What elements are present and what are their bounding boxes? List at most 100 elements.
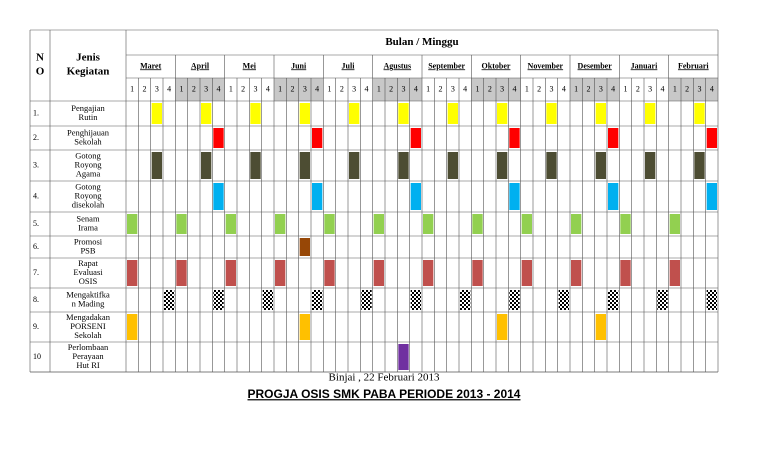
week-label: 2	[143, 84, 147, 93]
week-label: 4	[562, 84, 566, 93]
schedule-cell	[595, 314, 606, 340]
month-label: September	[428, 61, 465, 70]
activity-name: Sekolah	[74, 330, 102, 340]
schedule-cell	[127, 214, 138, 234]
schedule-cell	[669, 214, 680, 234]
schedule-cell	[410, 290, 421, 310]
schedule-cell	[706, 128, 717, 148]
week-label: 4	[661, 84, 665, 93]
schedule-cell	[571, 260, 582, 286]
schedule-cell	[398, 103, 409, 124]
week-label: 3	[204, 84, 208, 93]
schedule-cell	[497, 103, 508, 124]
week-label: 1	[377, 84, 381, 93]
schedule-cell	[497, 314, 508, 340]
week-label: 2	[439, 84, 443, 93]
schedule-cell	[127, 314, 138, 340]
schedule-cell	[275, 260, 286, 286]
no-header: N	[36, 52, 44, 64]
week-label: 2	[241, 84, 245, 93]
schedule-cell	[213, 183, 224, 210]
schedule-cell	[373, 260, 384, 286]
week-label: 4	[710, 84, 714, 93]
schedule-cell	[312, 128, 323, 148]
month-label: April	[191, 61, 210, 70]
schedule-cell	[509, 128, 520, 148]
row-number: 2.	[33, 133, 39, 142]
activity-name: Royong	[75, 190, 103, 200]
activity-name: Agama	[76, 168, 101, 178]
week-label: 2	[291, 84, 295, 93]
week-label: 3	[254, 84, 258, 93]
schedule-cell	[558, 290, 569, 310]
week-label: 1	[673, 84, 677, 93]
activity-name: Irama	[78, 222, 98, 232]
schedule-cell	[262, 290, 273, 310]
activity-name: Hut RI	[76, 360, 100, 370]
activity-name: Sekolah	[74, 136, 102, 146]
schedule-cell	[349, 103, 360, 124]
schedule-cell	[694, 152, 705, 179]
week-label: 3	[698, 84, 702, 93]
schedule-cell	[275, 214, 286, 234]
week-label: 4	[315, 84, 319, 93]
schedule-cell	[349, 152, 360, 179]
schedule-cell	[706, 290, 717, 310]
schedule-cell	[213, 128, 224, 148]
week-label: 2	[636, 84, 640, 93]
activity-name: Gotong	[75, 150, 101, 160]
schedule-cell	[201, 103, 212, 124]
month-label: Desember	[578, 61, 613, 70]
row-number: 8.	[33, 295, 39, 304]
week-label: 1	[426, 84, 430, 93]
schedule-cell	[595, 103, 606, 124]
schedule-cell	[571, 214, 582, 234]
schedule-cell	[546, 152, 557, 179]
schedule-cell	[225, 214, 236, 234]
schedule-cell	[608, 128, 619, 148]
schedule-cell	[250, 103, 261, 124]
schedule-cell	[645, 103, 656, 124]
week-label: 1	[624, 84, 628, 93]
week-label: 4	[266, 84, 270, 93]
schedule-cell	[657, 290, 668, 310]
month-label: Juni	[291, 61, 307, 70]
week-label: 4	[463, 84, 467, 93]
activity-name: PSB	[80, 245, 95, 255]
schedule-cell	[497, 152, 508, 179]
schedule-cell	[250, 152, 261, 179]
schedule-cell	[176, 214, 187, 234]
month-label: Februari	[678, 61, 709, 70]
schedule-cell	[669, 260, 680, 286]
week-label: 4	[167, 84, 171, 93]
schedule-cell	[151, 152, 162, 179]
schedule-cell	[410, 128, 421, 148]
activity-name: Perayaan	[72, 351, 104, 361]
schedule-cell	[460, 290, 471, 310]
schedule-cell	[299, 103, 310, 124]
week-label: 1	[574, 84, 578, 93]
activity-name: Royong	[75, 159, 103, 169]
schedule-cell	[398, 152, 409, 179]
period-header: Bulan / Minggu	[385, 36, 458, 48]
month-label: Agustus	[384, 61, 412, 70]
schedule-cell	[164, 290, 175, 310]
row-number: 3.	[33, 160, 39, 169]
activity-header: Kegiatan	[67, 66, 110, 78]
activity-name: Mengaktifka	[66, 289, 110, 299]
schedule-cell	[509, 183, 520, 210]
schedule-cell	[620, 260, 631, 286]
week-label: 2	[192, 84, 196, 93]
month-label: Januari	[631, 61, 658, 70]
week-label: 1	[476, 84, 480, 93]
row-number: 7.	[33, 268, 39, 277]
week-label: 4	[365, 84, 369, 93]
activity-name: Promosi	[74, 236, 103, 246]
week-label: 3	[352, 84, 356, 93]
row-number: 6.	[33, 242, 39, 251]
week-label: 2	[340, 84, 344, 93]
week-label: 4	[414, 84, 418, 93]
week-label: 1	[328, 84, 332, 93]
